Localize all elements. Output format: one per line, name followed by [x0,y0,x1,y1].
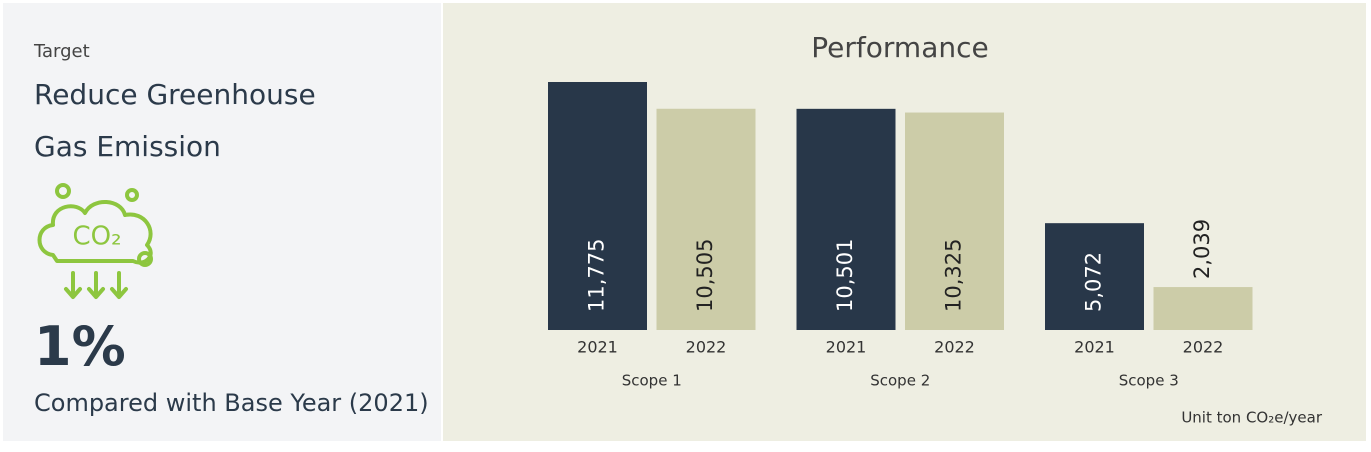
metric: 1% [34,315,126,378]
bar [548,82,647,330]
year-label: 2022 [1183,338,1224,357]
chart: Performance Unit ton CO₂e/year 11,775 202… [443,3,1366,441]
year-label: 2022 [686,338,727,357]
bar [1045,223,1144,330]
unit-note: Unit ton CO₂e/year [1181,409,1323,427]
x-tick-label: Scope 1 [622,372,682,390]
caption: Compared with Base Year (2021) [34,389,429,417]
year-label: 2021 [826,338,867,357]
value-label: 10,501 [833,239,857,312]
chart-title: Performance [811,31,988,64]
bar [796,108,896,330]
target-title: Reduce Greenhouse Gas Emission [34,78,316,163]
co2-icon: CO₂ [37,183,153,299]
year-label: 2021 [577,338,618,357]
year-label: 2022 [934,338,975,357]
x-tick-label: Scope 3 [1119,372,1179,390]
value-label: 2,039 [1190,219,1214,279]
value-label: 10,505 [693,239,717,312]
value-label: 10,325 [942,239,966,312]
x-tick-label: Scope 2 [870,372,930,390]
value-label: 5,072 [1082,252,1106,312]
icon-text: CO₂ [72,222,121,252]
target-panel: Target Reduce Greenhouse Gas Emission CO… [3,3,441,441]
target-label: Target [34,41,90,62]
bar [905,112,1004,330]
year-label: 2021 [1074,338,1115,357]
value-label: 11,775 [585,239,609,312]
bar [1153,287,1253,330]
bar [656,108,756,330]
